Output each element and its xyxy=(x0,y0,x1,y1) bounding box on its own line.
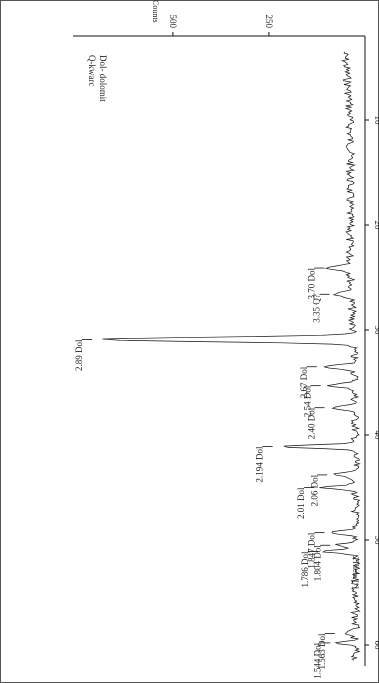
peak-label-12: 1.563 Dol xyxy=(317,633,327,669)
peak-label-4: 2.54 Dol xyxy=(303,385,313,417)
legend: Dol- dolomit Q-kwarc xyxy=(87,55,108,102)
x-ticks: 10 20 30 40 50 60 xyxy=(365,116,379,651)
y-tick-label-500: 500 xyxy=(168,15,178,29)
peak-label-10: 1.804 Dol xyxy=(312,545,322,581)
x-tick-label-20: 20 xyxy=(373,221,379,231)
peak-label-8: 2.01 Dol xyxy=(296,487,306,519)
peak-label-5: 2.40 Dol xyxy=(307,407,317,439)
y-tick-label-250: 250 xyxy=(264,15,274,29)
x-tick-label-40: 40 xyxy=(373,431,379,441)
peak-label-11: 1.786 Dol xyxy=(300,551,310,587)
diffraction-trace xyxy=(102,51,361,661)
x-tick-label-30: 30 xyxy=(373,326,379,336)
legend-item-dolomit: Dol- dolomit xyxy=(98,55,108,102)
x-axis-label: 2Theta [°] xyxy=(351,556,360,589)
peak-label-2: 2.89 Dol xyxy=(74,339,84,371)
peak-label-6: 2.194 Dol xyxy=(255,446,265,482)
peak-label-0: 3.70 Dol xyxy=(307,268,317,300)
y-axis-label: Counts xyxy=(151,0,160,23)
y-ticks: 250 500 xyxy=(168,15,274,36)
peak-label-9: 1.847 Dol xyxy=(307,532,317,568)
x-tick-label-60: 60 xyxy=(373,641,379,651)
x-tick-label-10: 10 xyxy=(373,116,379,126)
peak-label-7: 2.06 Dol xyxy=(309,474,319,506)
x-tick-label-50: 50 xyxy=(373,536,379,546)
peak-label-3: 2.67 Dol xyxy=(299,366,309,398)
legend-item-kwarc: Q-kwarc xyxy=(87,55,97,86)
peak-label-1: 3.35 Q? xyxy=(312,294,322,323)
peak-label-13: 1.544 Dol xyxy=(312,642,322,678)
